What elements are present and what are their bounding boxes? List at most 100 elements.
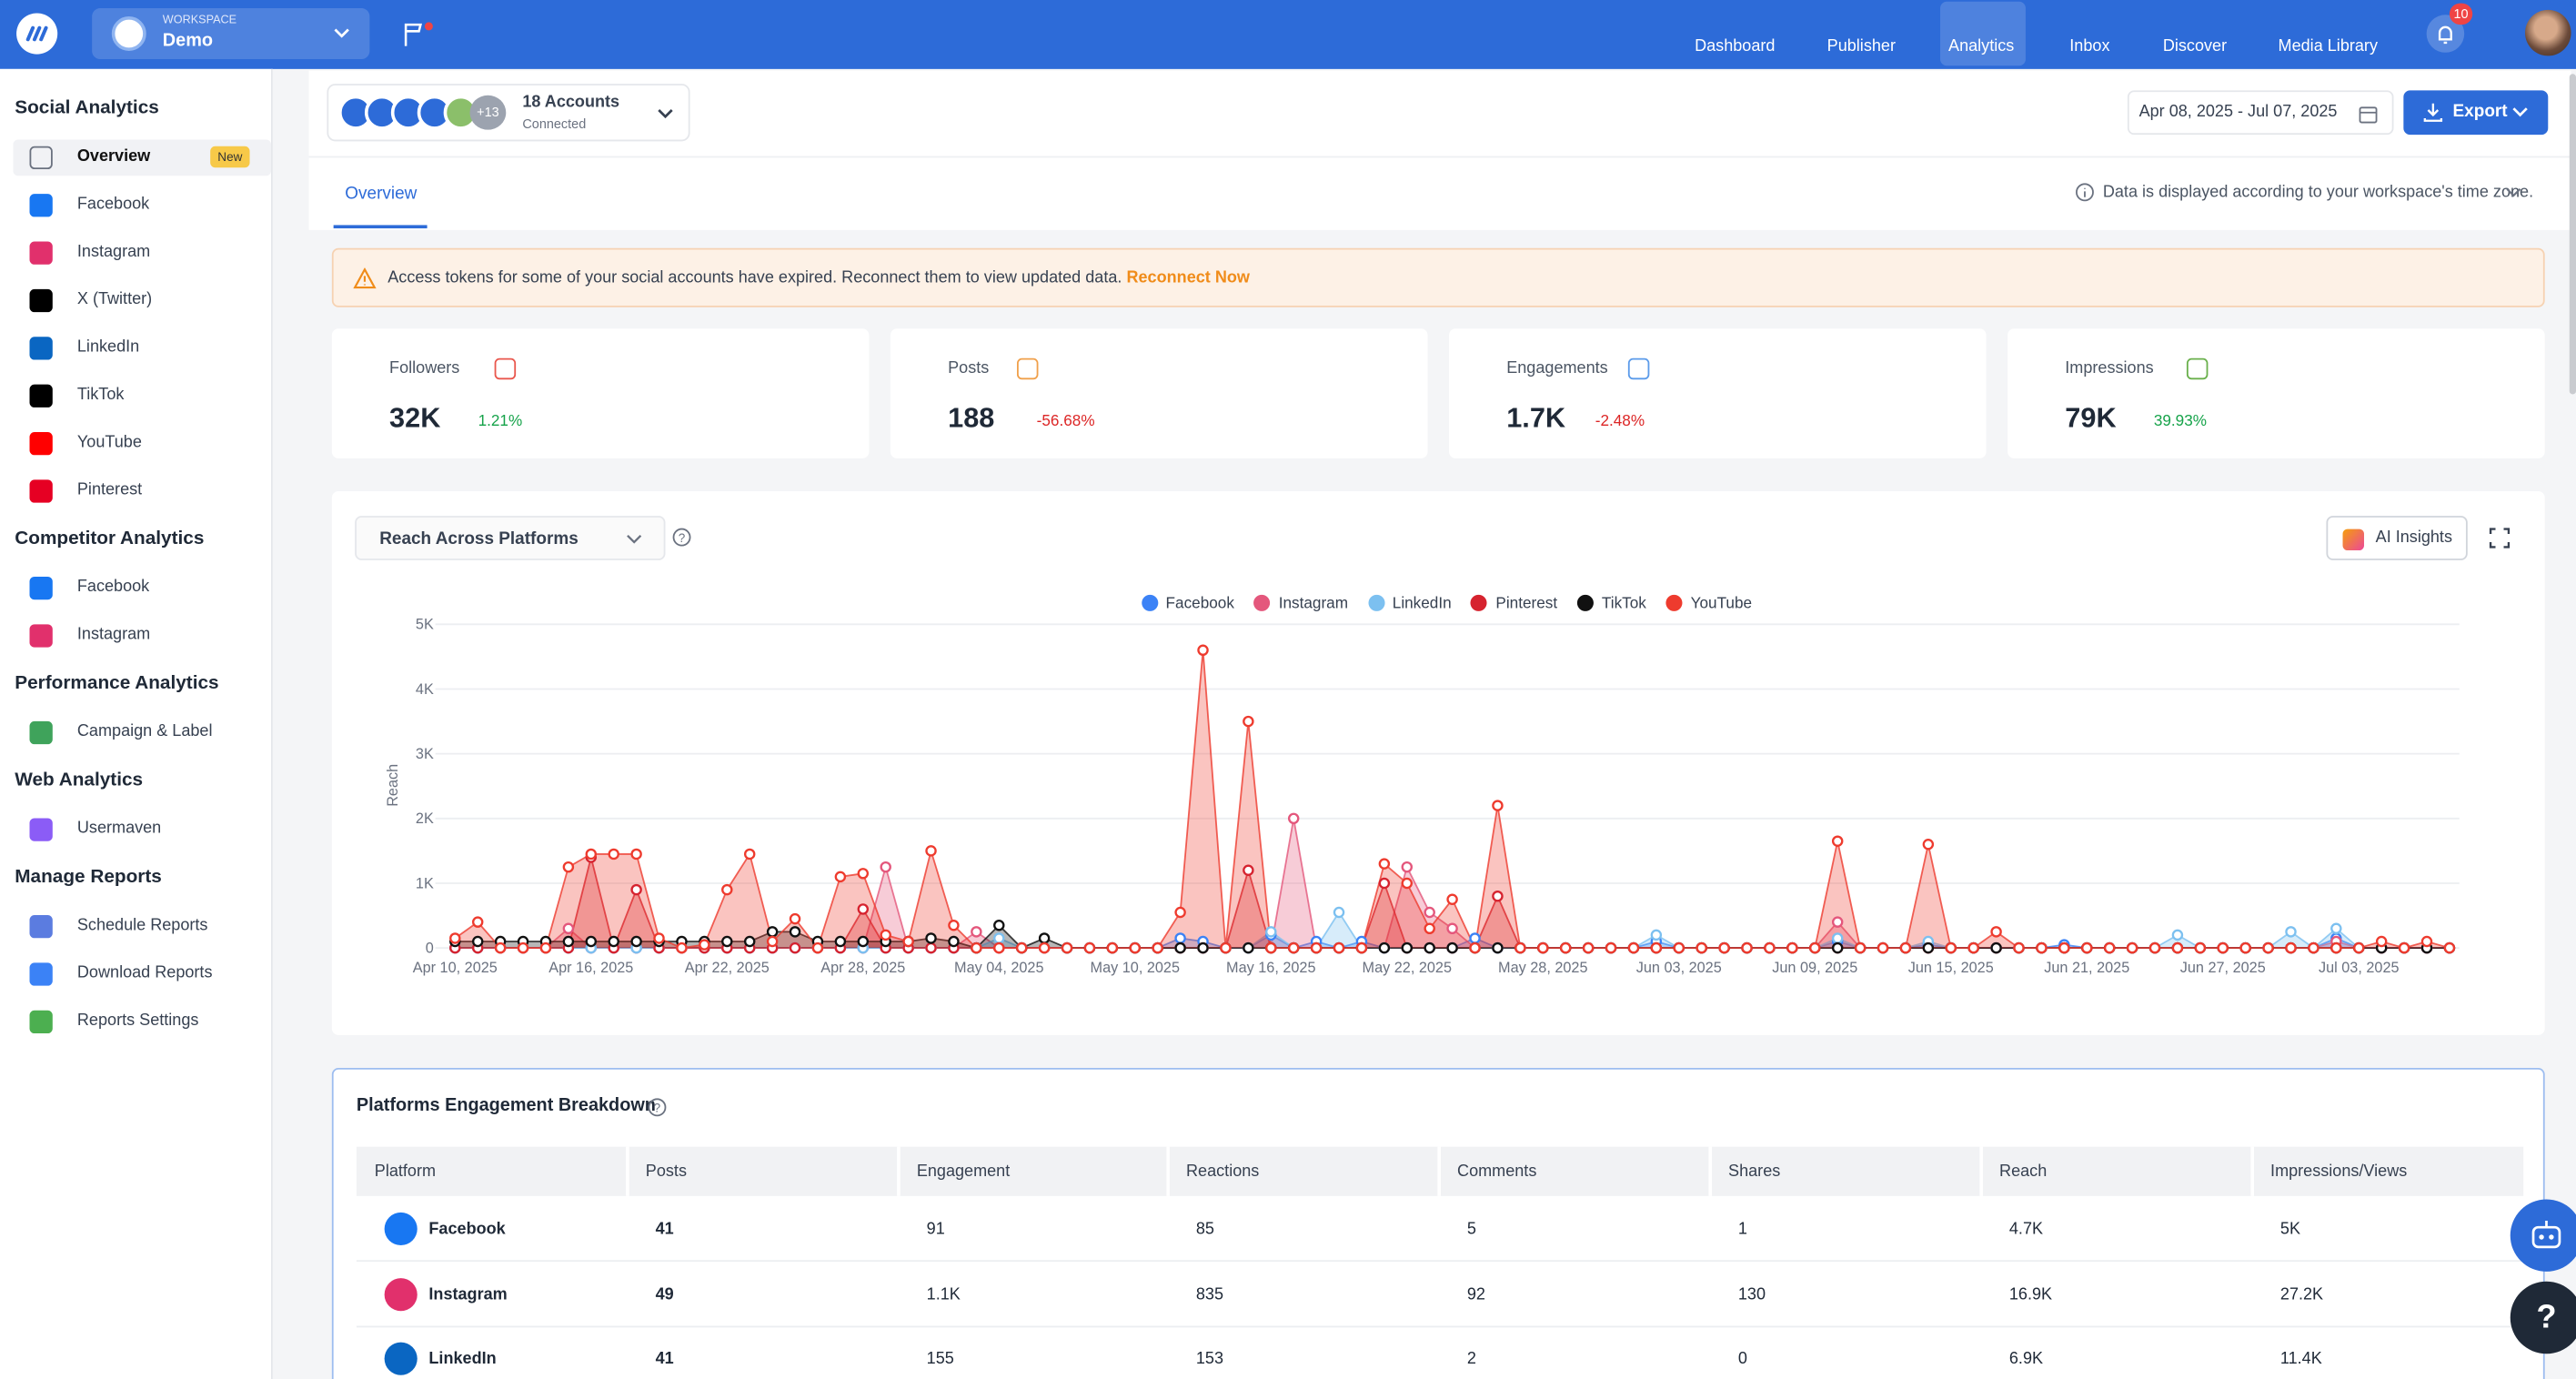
nav-label: Inbox — [2069, 37, 2110, 56]
nav-item[interactable]: Analytics — [1916, 5, 2047, 60]
point — [1424, 941, 1435, 954]
legend-item[interactable]: Instagram — [1253, 591, 1348, 614]
sidebar-item[interactable]: Overview New — [13, 139, 272, 176]
column-header: Engagement — [916, 1163, 1011, 1182]
sidebar-label: Instagram — [76, 243, 151, 262]
chart-selector[interactable]: Reach Across Platforms — [355, 516, 666, 560]
point — [1401, 877, 1414, 890]
sidebar-item[interactable]: TikTok — [13, 377, 271, 414]
sidebar-icon — [29, 818, 53, 841]
table-card: Platforms Engagement Breakdown ? Platfor… — [331, 1067, 2545, 1379]
point — [1854, 941, 1867, 954]
kpi-label: Followers — [389, 359, 460, 378]
legend-swatch — [1576, 594, 1594, 611]
point — [1401, 941, 1414, 954]
kpi-change-value: -2.48% — [1595, 412, 1645, 431]
kpi-label: Engagements — [1506, 359, 1608, 378]
sidebar-item[interactable]: LinkedIn — [13, 330, 271, 367]
sidebar-item[interactable]: Instagram — [13, 618, 271, 654]
sidebar-item[interactable]: Campaign & Label — [13, 715, 271, 751]
date-range-picker[interactable]: Apr 08, 2025 - Jul 07, 2025 — [2127, 90, 2394, 136]
legend-item[interactable]: Pinterest — [1471, 591, 1557, 614]
nav-item[interactable]: Publisher — [1796, 5, 1927, 60]
legend-item[interactable]: YouTube — [1665, 591, 1752, 614]
alert-text: Access tokens for some of your social ac… — [387, 269, 1122, 288]
sidebar-item[interactable]: Usermaven — [13, 811, 271, 848]
workspace-switcher[interactable]: WORKSPACE Demo — [92, 8, 370, 60]
reconnect-link[interactable]: Reconnect Now — [1126, 269, 1250, 288]
user-avatar[interactable] — [2525, 9, 2571, 56]
table-title: Platforms Engagement Breakdown — [356, 1095, 656, 1116]
table-cell: 92 — [1466, 1285, 1485, 1304]
sidebar-item[interactable]: Schedule Reports — [13, 909, 271, 945]
notifications[interactable]: 10 — [2426, 3, 2473, 53]
kpi-card: Posts 188 -56.68% — [890, 328, 1428, 458]
help-icon[interactable]: ? — [648, 1097, 668, 1117]
top-bar: WORKSPACE Demo Dashboard Publisher Analyti… — [0, 0, 2576, 69]
help-button[interactable]: ? — [2510, 1281, 2576, 1354]
chatbot-button[interactable] — [2510, 1199, 2576, 1272]
ai-icon — [2342, 528, 2365, 551]
legend: Facebook Instagram LinkedIn Pinterest TikTok… — [332, 591, 2561, 614]
export-label: Export — [2452, 101, 2508, 122]
point — [1990, 941, 2002, 954]
kpi-label: Posts — [948, 359, 990, 378]
point — [1559, 941, 1572, 954]
legend-label: Facebook — [1165, 593, 1234, 612]
account-avatars: +13 — [338, 95, 519, 132]
sidebar-item[interactable]: Instagram — [13, 235, 271, 271]
legend-item[interactable]: LinkedIn — [1367, 591, 1452, 614]
point — [1061, 941, 1073, 954]
accounts-selector[interactable]: +13 18 Accounts Connected — [327, 84, 690, 142]
sidebar-item[interactable]: Pinterest — [13, 473, 271, 509]
point — [2308, 941, 2319, 954]
point — [1333, 941, 1345, 954]
fullscreen-icon[interactable] — [2489, 528, 2511, 549]
nav-item[interactable]: Inbox — [2024, 5, 2155, 60]
legend-item[interactable]: TikTok — [1576, 591, 1646, 614]
kpi-change: 39.93% — [2150, 412, 2207, 432]
sidebar-item[interactable]: X (Twitter) — [13, 283, 271, 319]
nav-item[interactable]: Dashboard — [1669, 5, 1800, 60]
sidebar: Social Analytics Overview New Facebook Insta… — [0, 68, 273, 1379]
point — [2036, 941, 2048, 954]
logo[interactable] — [16, 13, 58, 55]
sidebar-item[interactable]: Facebook — [13, 187, 271, 224]
point — [449, 932, 461, 944]
point — [1582, 941, 1595, 954]
table-cell: 1 — [1737, 1220, 1747, 1239]
point — [766, 935, 779, 948]
x-tick-label: May 10, 2025 — [1091, 960, 1180, 976]
sidebar-item[interactable]: Facebook — [13, 570, 271, 607]
point — [743, 848, 756, 861]
nav-label: Analytics — [1948, 37, 2015, 56]
sidebar-label: Overview — [76, 147, 151, 166]
table-cell: 4.7K — [2008, 1220, 2044, 1239]
y-tick-label: 2K — [416, 810, 434, 827]
nav-item[interactable]: Media Library — [2262, 5, 2393, 60]
point — [1355, 941, 1368, 954]
export-button[interactable]: Export — [2403, 90, 2549, 136]
point — [993, 919, 1005, 931]
column-header: Comments — [1457, 1163, 1537, 1182]
nav-item[interactable]: Discover — [2129, 5, 2260, 60]
sidebar-item[interactable]: YouTube — [13, 426, 271, 462]
flag-icon[interactable] — [401, 20, 438, 50]
x-tick-label: Jul 03, 2025 — [2319, 960, 2400, 976]
calendar-icon — [2359, 106, 2378, 124]
point — [1015, 941, 1028, 954]
help-icon[interactable]: ? — [672, 528, 692, 548]
point — [608, 935, 619, 948]
point — [721, 935, 733, 948]
sidebar-item[interactable]: Download Reports — [13, 956, 271, 992]
point — [2148, 941, 2161, 954]
sidebar-item[interactable]: Reports Settings — [13, 1004, 271, 1041]
ai-insights-button[interactable]: AI Insights — [2326, 516, 2468, 560]
point — [517, 941, 529, 954]
kpi-value: 32K — [389, 402, 441, 434]
tab[interactable]: Overview — [345, 184, 418, 204]
download-icon — [2423, 103, 2443, 122]
kpi-value: 79K — [2065, 402, 2117, 434]
x-tick-label: Jun 27, 2025 — [2180, 960, 2266, 976]
legend-item[interactable]: Facebook — [1141, 591, 1234, 614]
